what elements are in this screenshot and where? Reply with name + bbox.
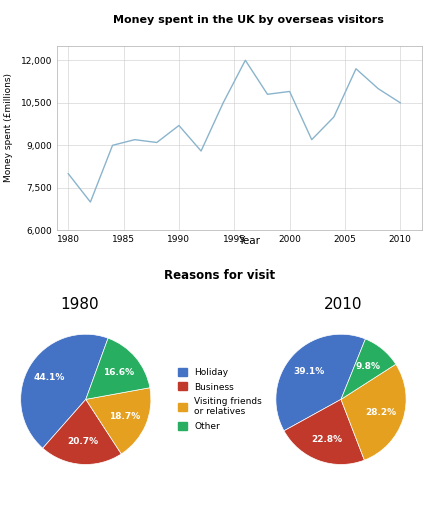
Text: 1980: 1980 xyxy=(60,297,99,312)
Text: Year: Year xyxy=(238,236,260,246)
Text: 2010: 2010 xyxy=(324,297,363,312)
Text: Reasons for visit: Reasons for visit xyxy=(165,269,275,282)
Text: Money spent (£millions): Money spent (£millions) xyxy=(4,74,13,182)
Legend: Holiday, Business, Visiting friends
or relatives, Other: Holiday, Business, Visiting friends or r… xyxy=(175,365,265,434)
Text: Money spent in the UK by overseas visitors: Money spent in the UK by overseas visito… xyxy=(113,15,384,26)
